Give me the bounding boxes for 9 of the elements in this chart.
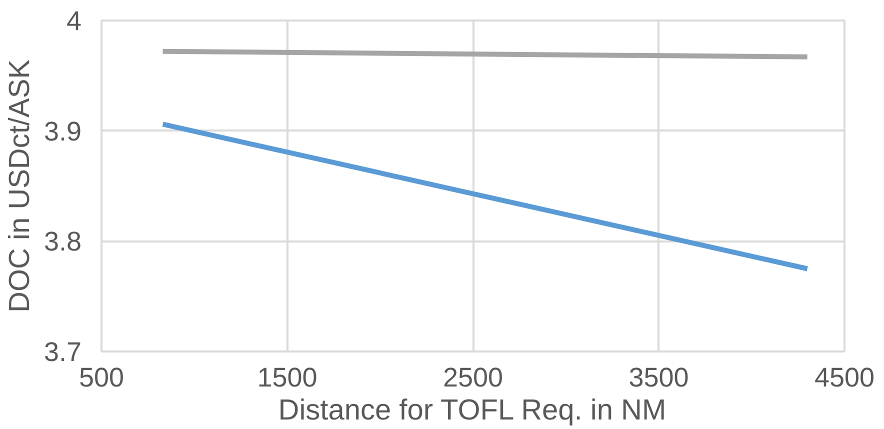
x-tick-label: 3500 <box>628 362 689 392</box>
x-tick-label: 1500 <box>257 362 318 392</box>
y-axis-title: DOC in USDct/ASK <box>4 58 36 312</box>
x-tick-label: 2500 <box>442 362 504 392</box>
x-axis-title: Distance for TOFL Req. in NM <box>278 394 666 426</box>
y-tick-label: 3.8 <box>44 226 82 257</box>
y-tick-label: 4 <box>66 6 82 36</box>
x-tick-label: 4500 <box>814 362 875 392</box>
y-tick-label: 3.9 <box>44 116 82 146</box>
